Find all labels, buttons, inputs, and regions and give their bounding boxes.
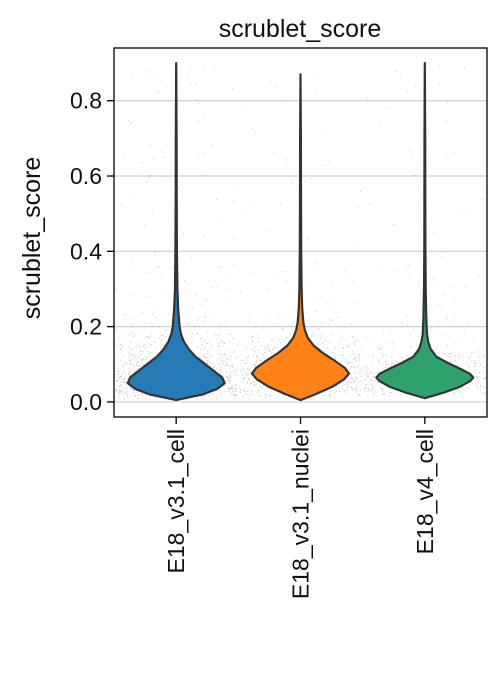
y-tick-label: 0.4 — [70, 238, 102, 264]
x-axis-ticks: E18_v3.1_cell E18_v3.1_nuclei E18_v4_cell — [163, 417, 438, 599]
y-axis-label: scrublet_score — [18, 157, 46, 320]
x-tick-label: E18_v3.1_cell — [163, 429, 189, 574]
y-tick-label: 0.0 — [70, 389, 102, 415]
x-tick-label: E18_v3.1_nuclei — [288, 429, 314, 599]
x-tick-label: E18_v4_cell — [412, 429, 438, 554]
y-axis-ticks: 0.0 0.2 0.4 0.6 0.8 — [70, 88, 114, 415]
y-tick-label: 0.2 — [70, 314, 102, 340]
y-tick-label: 0.8 — [70, 88, 102, 114]
y-tick-label: 0.6 — [70, 163, 102, 189]
violin-E18_v4_cell — [375, 62, 475, 400]
chart-title: scrublet_score — [219, 15, 382, 43]
violins — [126, 62, 475, 402]
violin-E18_v3.1_cell — [126, 62, 226, 402]
violin-E18_v3.1_nuclei — [250, 73, 351, 402]
